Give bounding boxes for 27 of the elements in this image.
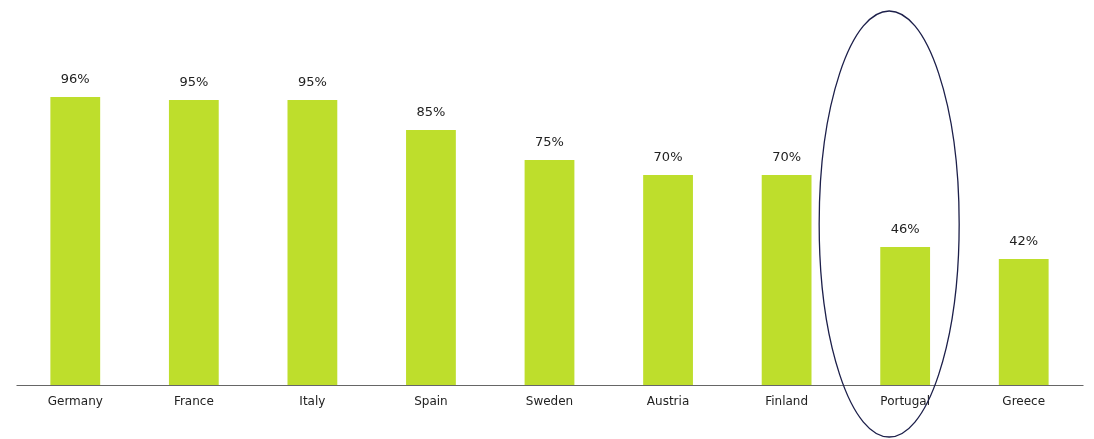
x-tick-label: Greece [1002,393,1046,408]
data-label: 70% [772,149,802,164]
data-label: 95% [179,74,209,89]
data-label: 46% [890,221,920,236]
bar [168,100,219,385]
x-tick-label: France [173,393,214,408]
bar [761,175,812,385]
bar [998,259,1049,385]
data-label: 95% [297,74,327,89]
bar [524,160,575,385]
bar [50,97,101,385]
x-tick-label: Spain [414,393,448,408]
data-label: 96% [60,71,90,86]
x-tick-label: Finland [765,393,809,408]
bar [287,100,338,385]
x-tick-label: Italy [299,393,326,408]
x-tick-label: Portugal [880,393,931,408]
data-label: 75% [535,134,564,149]
bar [406,130,456,385]
bar [643,175,693,385]
x-tick-label: Germany [47,393,103,408]
x-tick-label: Austria [646,393,690,408]
x-tick-label: Sweden [525,393,574,408]
data-label: 42% [1009,233,1039,248]
data-label: 85% [416,104,446,119]
bar [880,247,931,385]
data-label: 70% [653,149,683,164]
